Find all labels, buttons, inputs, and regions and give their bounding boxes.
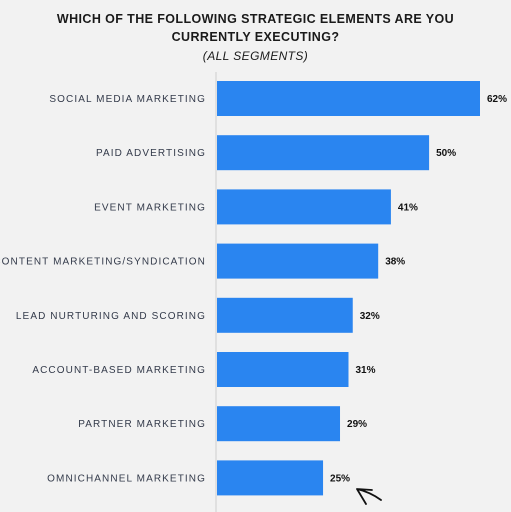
bar-4 xyxy=(217,243,379,279)
chart-title-line-2: CURRENTLY EXECUTING? xyxy=(171,30,340,44)
value-label-1: 62% xyxy=(487,94,507,105)
chart-title: WHICH OF THE FOLLOWING STRATEGIC ELEMENT… xyxy=(0,10,511,46)
labels-layer: SOCIAL MEDIA MARKETING 62% PAID ADVERTISIN… xyxy=(0,94,507,484)
bar-6 xyxy=(217,352,349,387)
category-label-4: CONTENT MARKETING/SYNDICATION xyxy=(0,257,206,268)
category-label-1: SOCIAL MEDIA MARKETING xyxy=(49,94,206,105)
category-label-3: EVENT MARKETING xyxy=(94,202,206,213)
bar-3 xyxy=(217,189,391,225)
value-label-6: 31% xyxy=(356,365,376,376)
value-label-2: 50% xyxy=(436,148,456,159)
bars-layer xyxy=(217,81,480,496)
category-label-7: PARTNER MARKETING xyxy=(78,419,206,430)
category-label-5: LEAD NURTURING AND SCORING xyxy=(16,311,206,322)
category-label-8: OMNICHANNEL MARKETING xyxy=(47,473,206,484)
bar-2 xyxy=(217,135,430,171)
value-label-8: 25% xyxy=(330,473,350,484)
value-label-4: 38% xyxy=(385,257,405,268)
value-label-7: 29% xyxy=(347,419,367,430)
value-label-3: 41% xyxy=(398,202,418,213)
bar-7 xyxy=(217,406,341,442)
bar-1 xyxy=(217,81,480,116)
chart-title-line-1: WHICH OF THE FOLLOWING STRATEGIC ELEMENT… xyxy=(56,12,455,26)
category-label-6: ACCOUNT-BASED MARKETING xyxy=(32,365,206,376)
category-label-2: PAID ADVERTISING xyxy=(96,148,206,159)
cursor-arrow-icon xyxy=(356,488,382,505)
bar-5 xyxy=(217,297,353,333)
value-label-5: 32% xyxy=(360,311,380,322)
bar-8 xyxy=(217,460,324,496)
chart-subtitle: (ALL SEGMENTS) xyxy=(202,49,309,63)
